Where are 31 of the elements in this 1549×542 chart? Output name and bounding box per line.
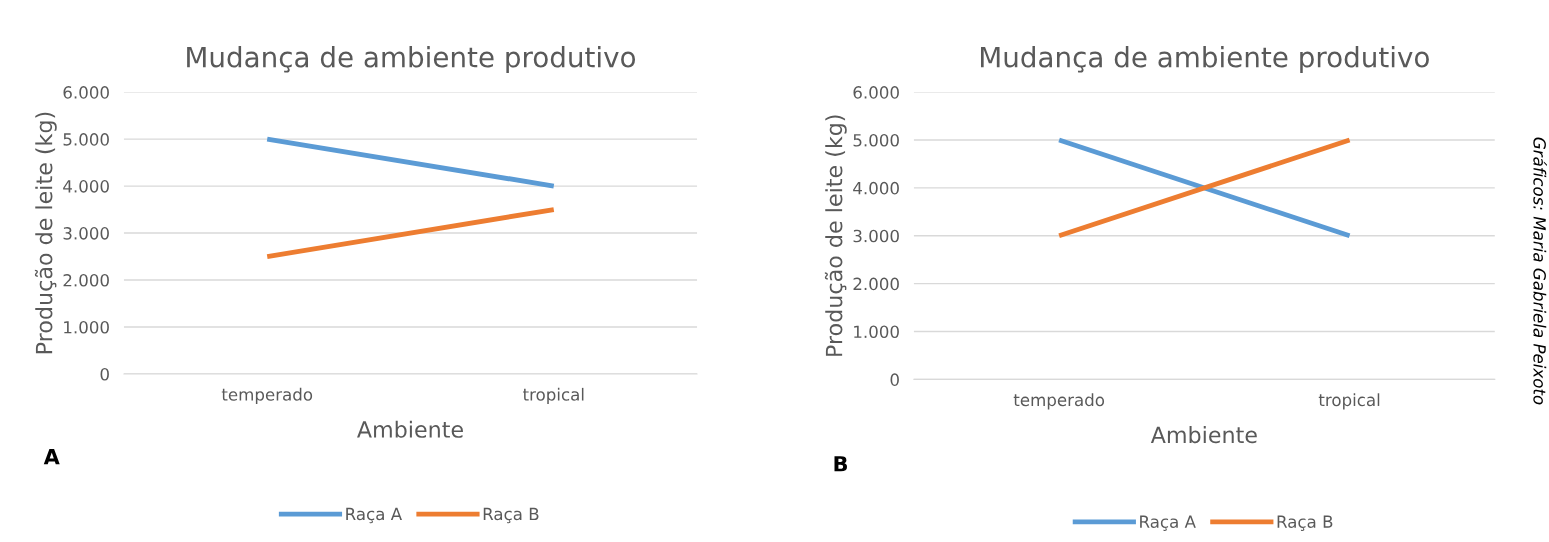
- x-tick-label: temperado: [221, 387, 313, 404]
- legend-label: Raça B: [483, 507, 539, 524]
- x-axis-title: Ambiente: [357, 420, 463, 438]
- legend-label: Raça A: [346, 507, 402, 524]
- y-tick-label: 3.000: [63, 227, 109, 240]
- y-axis-title: Produção de leite (kg): [34, 112, 57, 354]
- y-tick-label: 0: [100, 367, 109, 381]
- y-tick-label: 4.000: [63, 180, 109, 193]
- y-tick-label: 5.000: [63, 133, 109, 146]
- y-tick-label: 4.000: [853, 181, 899, 195]
- y-tick-label: 2.000: [853, 277, 899, 291]
- legend-label: Raça B: [1277, 515, 1333, 531]
- text: B: [834, 456, 847, 472]
- y-tick-label: 5.000: [853, 133, 899, 147]
- chart-title: Mudança de ambiente produtivo: [980, 46, 1429, 73]
- x-tick-label: tropical: [523, 387, 584, 404]
- y-tick-label: 1.000: [854, 325, 899, 339]
- y-tick-label: 2.000: [63, 274, 109, 287]
- y-tick-label: 0: [890, 373, 899, 386]
- x-axis-title: Ambiente: [1150, 426, 1257, 444]
- x-tick-label: tropical: [1318, 393, 1380, 410]
- chart-title: Mudança de ambiente produtivo: [187, 46, 636, 73]
- y-axis-title: Produção de leite (kg): [824, 115, 847, 356]
- x-tick-label: temperado: [1013, 393, 1105, 410]
- y-tick-label: 6.000: [63, 86, 109, 99]
- y-tick-label: 3.000: [853, 229, 899, 243]
- text: Gráficos: Maria Gabriela Peixoto: [1533, 137, 1547, 405]
- legend-label: Raça A: [1140, 515, 1196, 531]
- y-tick-label: 1.000: [64, 320, 109, 334]
- text: A: [43, 448, 60, 465]
- y-tick-label: 6.000: [853, 86, 899, 99]
